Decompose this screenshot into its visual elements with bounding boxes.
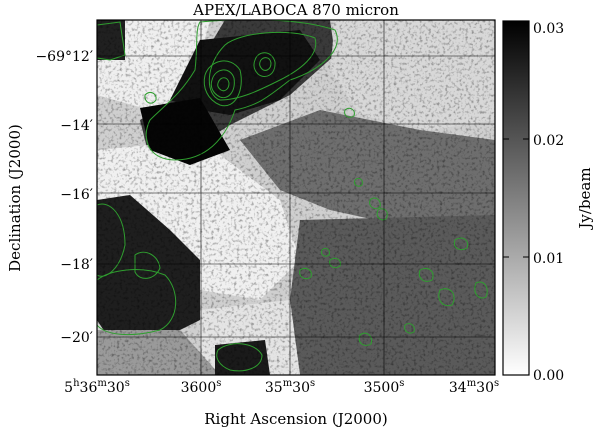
contour-left-blob-b xyxy=(97,269,177,335)
contour-small-13 xyxy=(354,177,363,187)
coordinate-grid xyxy=(97,20,495,375)
contour-ring-3 xyxy=(217,77,230,92)
contour-small-6 xyxy=(299,267,312,280)
contour-small-3 xyxy=(369,197,381,210)
contour-small-4 xyxy=(376,208,388,221)
intensity-map xyxy=(97,20,495,375)
contour-left-blob-c xyxy=(134,251,161,279)
x-tick-label: 5h36m30s xyxy=(64,378,130,396)
contour-small-2 xyxy=(344,107,355,118)
contours xyxy=(97,20,488,372)
y-tick-label: −69°12′ xyxy=(35,49,93,65)
x-tick-labels: 5h36m30s 3600s 35m30s 3500s 34m30s xyxy=(64,378,499,396)
y-tick-label: −20′ xyxy=(60,330,93,346)
x-axis-title: Right Ascension (J2000) xyxy=(204,410,387,428)
contour-small-11 xyxy=(358,332,373,346)
contour-small-10 xyxy=(474,281,488,299)
contour-small-12 xyxy=(404,323,415,334)
colorbar-tick-label: 0.00 xyxy=(533,368,564,384)
contour-small-5 xyxy=(453,237,469,251)
x-tick-label: 35m30s xyxy=(265,378,315,396)
contour-ring-1 xyxy=(203,60,242,107)
x-tick-label: 3500s xyxy=(364,378,405,396)
figure-title: APEX/LABOCA 870 micron xyxy=(192,1,399,19)
colorbar-tick-label: 0.01 xyxy=(533,251,564,267)
contour-main-cloud xyxy=(145,20,338,161)
colorbar-tick-label: 0.02 xyxy=(533,133,564,149)
contour-ring-6 xyxy=(208,31,317,101)
colorbar-title: Jy/beam xyxy=(576,167,594,230)
contour-left-upper xyxy=(97,21,126,61)
y-tick-labels: −69°12′ −14′ −16′ −18′ −20′ xyxy=(35,49,93,346)
y-tick-label: −14′ xyxy=(60,118,93,134)
contour-ring-4 xyxy=(253,52,276,77)
colorbar-tick-label: 0.03 xyxy=(533,21,564,37)
colorbar: 0.03 0.02 0.01 0.00 Jy/beam xyxy=(502,20,594,384)
x-tick-label: 3600s xyxy=(181,378,222,396)
contour-small-14 xyxy=(321,247,330,257)
y-axis-title: Declination (J2000) xyxy=(6,124,24,272)
contour-small-8 xyxy=(418,267,434,282)
contour-small-1 xyxy=(144,92,157,104)
contour-ring-5 xyxy=(259,57,272,71)
y-tick-label: −18′ xyxy=(60,257,93,273)
x-tick-label: 34m30s xyxy=(449,378,499,396)
contour-small-9 xyxy=(438,288,455,307)
contour-ring-2 xyxy=(210,69,235,99)
colorbar-gradient xyxy=(502,20,530,376)
y-tick-label: −16′ xyxy=(60,187,93,203)
map-frame xyxy=(96,19,496,376)
contour-small-7 xyxy=(329,257,341,269)
contour-bottom-blob xyxy=(216,343,263,372)
